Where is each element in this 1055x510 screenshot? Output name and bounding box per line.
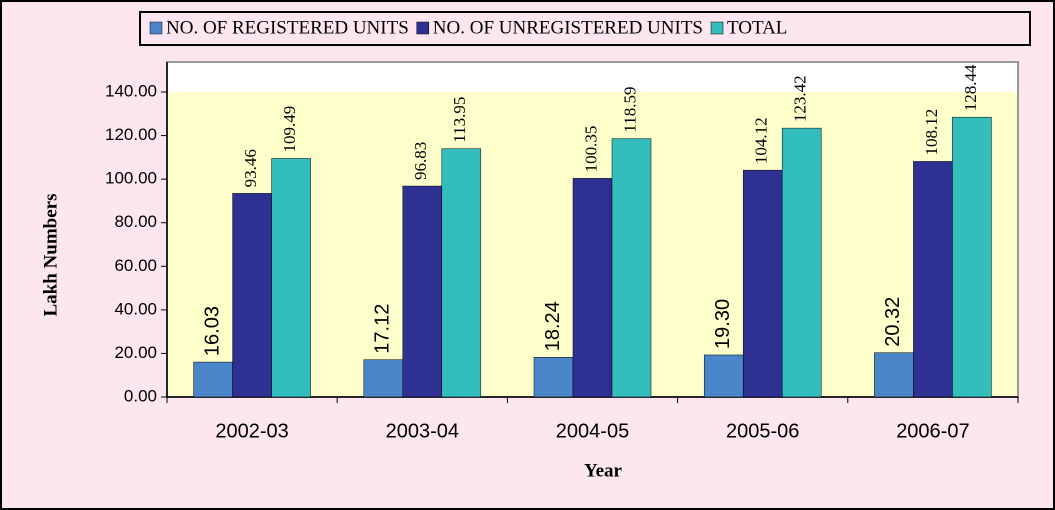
bar: [781, 127, 822, 398]
value-label: 93.46: [241, 149, 260, 187]
value-label: 96.83: [411, 142, 430, 180]
legend-label: TOTAL: [727, 17, 787, 38]
bar: [232, 193, 272, 398]
bar: [271, 158, 311, 398]
bar: [742, 169, 783, 398]
value-label: 18.24: [542, 301, 564, 351]
bar: [611, 138, 652, 398]
y-tick-label: 20.00: [114, 343, 157, 362]
y-tick-label: 100.00: [105, 169, 157, 188]
value-label: 128.44: [961, 64, 980, 111]
x-tick-label: 2003-04: [386, 420, 459, 442]
y-axis-title: Lakh Numbers: [40, 194, 61, 317]
bar: [703, 354, 744, 398]
value-label: 16.03: [201, 306, 223, 356]
x-tick-label: 2004-05: [556, 420, 629, 442]
x-tick-label: 2002-03: [215, 420, 288, 442]
value-label: 19.30: [712, 299, 734, 349]
value-label: 100.35: [581, 126, 600, 173]
y-tick-label: 60.00: [114, 256, 157, 275]
value-label: 113.95: [450, 97, 469, 143]
y-tick-label: 80.00: [114, 212, 157, 231]
legend: [139, 11, 1031, 46]
x-axis-title: Year: [584, 460, 623, 481]
value-label: 20.32: [882, 297, 904, 347]
y-tick-label: 0.00: [124, 386, 157, 405]
bar: [874, 352, 914, 398]
legend-swatch: [149, 21, 163, 35]
value-label: 108.12: [922, 109, 941, 156]
x-tick-label: 2005-06: [726, 420, 799, 442]
value-label: 17.12: [372, 304, 394, 354]
bar: [363, 359, 404, 398]
bar: [402, 185, 443, 398]
bar: [913, 161, 953, 398]
legend-swatch: [416, 21, 430, 35]
value-label: 104.12: [752, 117, 771, 164]
y-tick-label: 40.00: [114, 299, 157, 318]
bar: [441, 148, 482, 398]
bar: [193, 361, 233, 398]
bar: [572, 178, 613, 398]
y-tick-label: 120.00: [105, 125, 157, 144]
legend-label: NO. OF UNREGISTERED UNITS: [433, 17, 703, 38]
x-tick-label: 2006-07: [896, 420, 969, 442]
legend-swatch: [710, 21, 724, 35]
legend-label: NO. OF REGISTERED UNITS: [166, 17, 409, 38]
bar: [533, 357, 574, 398]
value-label: 109.49: [280, 106, 299, 153]
value-label: 123.42: [791, 75, 810, 122]
y-tick-label: 140.00: [105, 81, 157, 100]
bar: [952, 116, 992, 398]
value-label: 118.59: [620, 87, 639, 133]
